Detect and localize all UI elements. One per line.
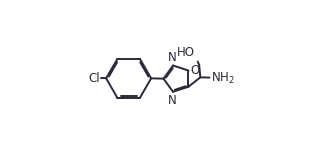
Text: NH$_2$: NH$_2$ [211, 70, 234, 86]
Text: HO: HO [177, 46, 195, 59]
Text: N: N [168, 94, 177, 107]
Text: O: O [190, 64, 199, 77]
Text: Cl: Cl [88, 72, 100, 85]
Text: N: N [168, 51, 177, 64]
